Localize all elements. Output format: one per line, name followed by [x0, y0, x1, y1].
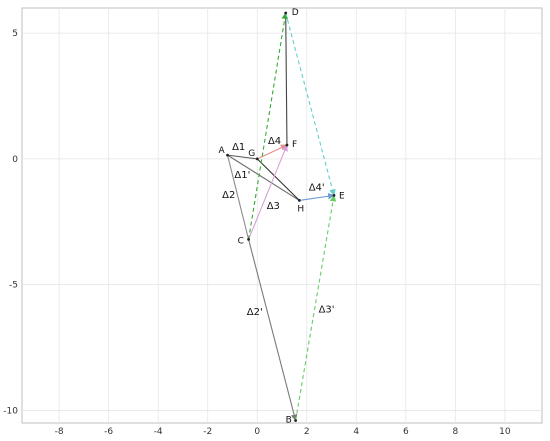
- point-label-A: A: [219, 146, 226, 156]
- point-B: [294, 419, 298, 422]
- x-tick-label: 10: [499, 427, 511, 437]
- x-tick-label: -4: [154, 427, 163, 437]
- segment-AH: [227, 154, 300, 201]
- point-H: [297, 199, 301, 202]
- x-tick-label: -2: [203, 427, 212, 437]
- points: A G F H E C D B: [219, 8, 345, 425]
- segment-label: Δ4': [309, 182, 325, 193]
- segment-label: Δ2': [247, 307, 263, 318]
- point-F: [285, 143, 289, 147]
- y-tick-label: 0: [12, 155, 18, 165]
- point-label-G: G: [248, 149, 255, 159]
- plot-area: [21, 7, 543, 424]
- point-E: [332, 193, 336, 197]
- segment-DE: [285, 12, 336, 197]
- point-G: [255, 157, 259, 161]
- segment-AC: [226, 155, 250, 240]
- segment-CF: [248, 144, 288, 240]
- segment-AG: [227, 154, 258, 160]
- segment-label: Δ1: [232, 142, 245, 153]
- segment-label: Δ1': [234, 170, 250, 181]
- x-tick-label: 8: [452, 427, 458, 437]
- segment-CB: [248, 239, 298, 422]
- segment-HE: [299, 192, 335, 201]
- segment-label: Δ3': [319, 304, 335, 315]
- point-D: [284, 11, 288, 15]
- point-label-C: C: [238, 236, 244, 246]
- grid: [22, 8, 542, 423]
- segment-BE: [295, 194, 337, 421]
- y-tick-label: 5: [12, 29, 18, 39]
- point-label-F: F: [292, 140, 297, 150]
- x-tick-label: 6: [403, 427, 409, 437]
- point-label-H: H: [297, 204, 304, 214]
- tick-labels: -8 -6 -4 -2 0 2 4 6 8 10 5 0 -5 -10: [3, 29, 511, 437]
- y-tick-label: -10: [3, 406, 18, 416]
- x-tick-label: 4: [353, 427, 359, 437]
- segments: [226, 12, 337, 422]
- x-tick-label: -6: [104, 427, 113, 437]
- x-tick-label: -8: [55, 427, 64, 437]
- point-C: [247, 237, 250, 241]
- point-A: [226, 153, 229, 157]
- point-label-E: E: [339, 191, 345, 201]
- segment-FD: [285, 13, 288, 146]
- segment-CD: [248, 12, 289, 240]
- segment-labels: Δ1 Δ4 Δ1' Δ2 Δ3 Δ4' Δ2' Δ3': [222, 136, 334, 318]
- y-tick-label: -5: [9, 281, 18, 291]
- x-tick-label: 2: [304, 427, 310, 437]
- segment-label: Δ2: [222, 190, 235, 201]
- point-label-B: B: [286, 415, 292, 425]
- x-tick-label: 0: [254, 427, 260, 437]
- segment-GH: [256, 158, 300, 201]
- segment-label: Δ3: [267, 201, 280, 212]
- point-label-D: D: [292, 8, 299, 18]
- segment-label: Δ4: [268, 136, 281, 147]
